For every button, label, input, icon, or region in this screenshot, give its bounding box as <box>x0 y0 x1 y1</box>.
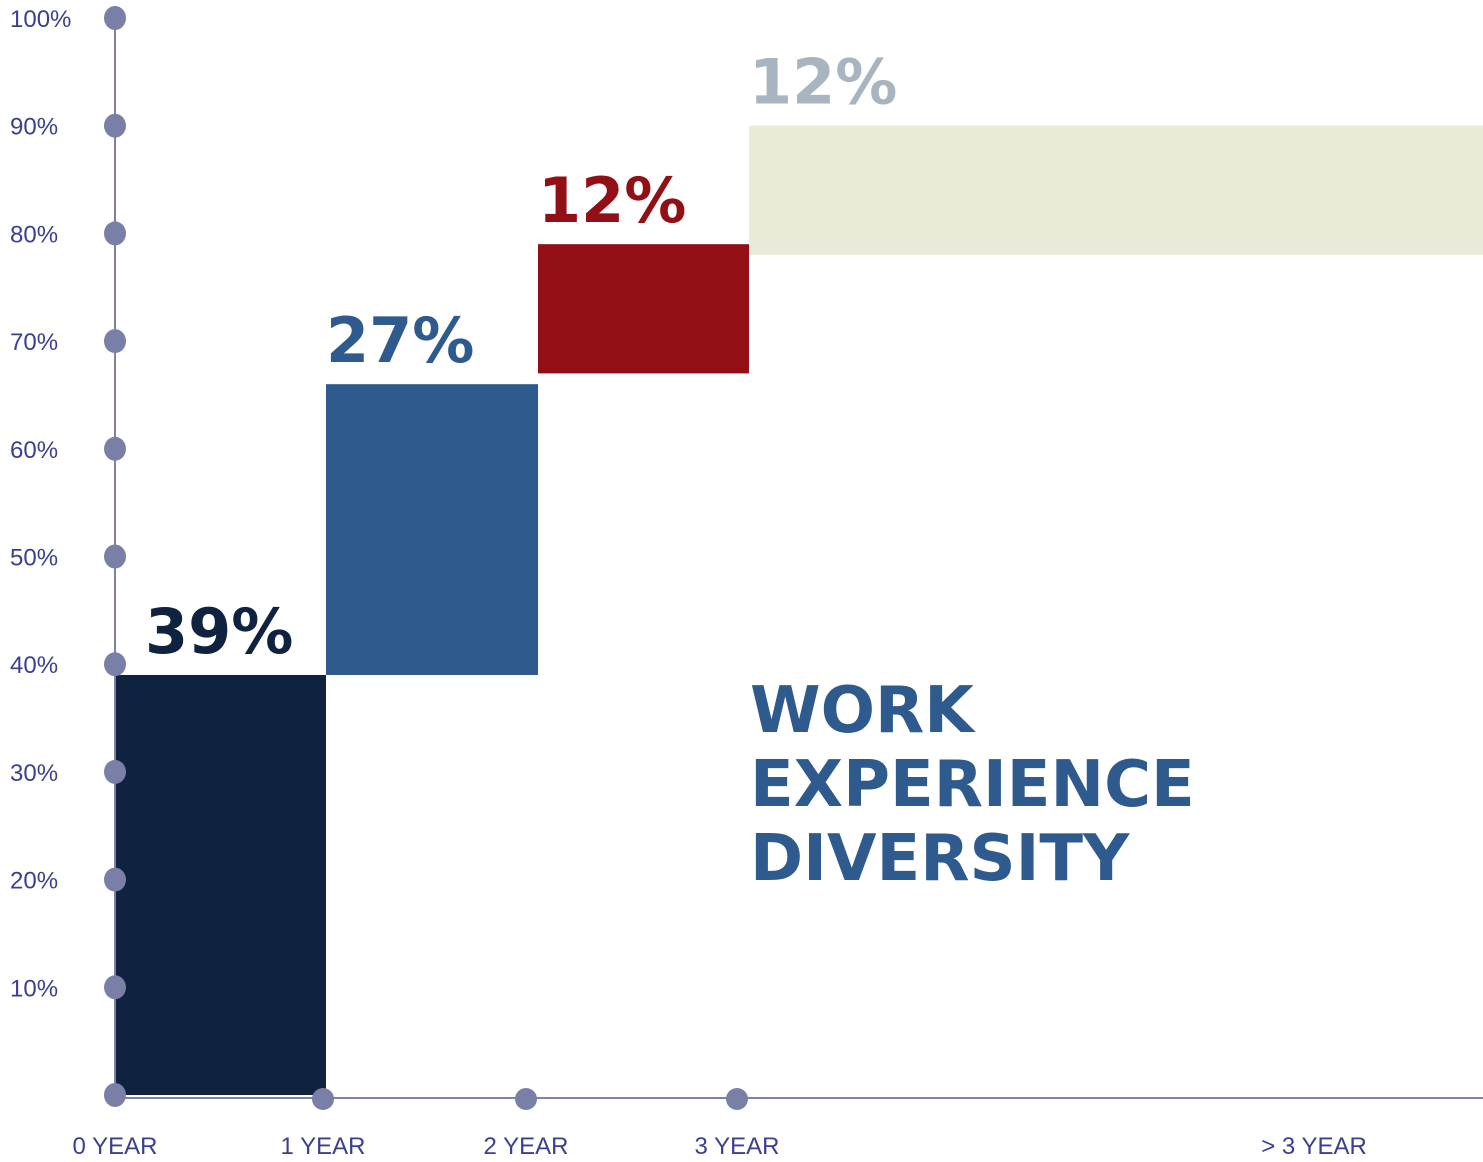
bar-2 <box>326 384 538 675</box>
value-label-1: 39% <box>145 595 293 668</box>
chart-title-line-2: EXPERIENCE <box>750 748 1195 822</box>
y-axis-markers <box>104 6 126 1107</box>
x-marker-2 <box>515 1088 537 1110</box>
y-marker-60 <box>104 436 126 461</box>
y-tick-label: 60% <box>10 437 58 464</box>
x-marker-3 <box>726 1088 748 1110</box>
y-marker-70 <box>104 329 126 354</box>
x-tick-label: 3 YEAR <box>695 1133 780 1160</box>
y-marker-20 <box>104 867 126 892</box>
x-tick-label: 1 YEAR <box>281 1133 366 1160</box>
y-tick-label: 50% <box>10 545 58 572</box>
y-marker-50 <box>104 544 126 569</box>
y-tick-label: 100% <box>10 6 71 33</box>
y-marker-80 <box>104 221 126 246</box>
y-marker-100 <box>104 6 126 30</box>
bars-group <box>115 125 1483 1095</box>
y-marker-0 <box>104 1083 126 1107</box>
y-tick-label: 20% <box>10 868 58 895</box>
bar-3 <box>538 244 749 374</box>
x-marker-1 <box>312 1088 334 1110</box>
x-tick-label: 0 YEAR <box>73 1133 158 1160</box>
chart-title-line-1: WORK <box>750 674 976 748</box>
y-tick-label: 70% <box>10 329 58 356</box>
value-label-4: 12% <box>749 46 897 119</box>
x-tick-label: 2 YEAR <box>484 1133 569 1160</box>
bar-4 <box>749 125 1483 255</box>
y-tick-label: 40% <box>10 652 58 679</box>
y-tick-label: 90% <box>10 114 58 141</box>
y-tick-label: 10% <box>10 975 58 1002</box>
x-tick-label: > 3 YEAR <box>1261 1133 1367 1160</box>
y-tick-label: 30% <box>10 760 58 787</box>
value-labels: 39% 27% 12% 12% <box>145 46 897 668</box>
y-marker-40 <box>104 652 126 677</box>
value-label-3: 12% <box>538 164 686 237</box>
y-tick-label: 80% <box>10 221 58 248</box>
x-axis-markers <box>312 1088 748 1110</box>
y-marker-30 <box>104 759 126 784</box>
y-marker-90 <box>104 113 126 138</box>
y-marker-10 <box>104 975 126 1000</box>
value-label-2: 27% <box>326 304 474 377</box>
chart-title-line-3: DIVERSITY <box>750 822 1130 896</box>
y-tick-labels: 100% 90% 80% 70% 60% 50% 40% 30% 20% 10% <box>10 6 71 1002</box>
x-tick-labels: 0 YEAR 1 YEAR 2 YEAR 3 YEAR > 3 YEAR <box>73 1133 1367 1160</box>
bar-1 <box>115 674 326 1095</box>
